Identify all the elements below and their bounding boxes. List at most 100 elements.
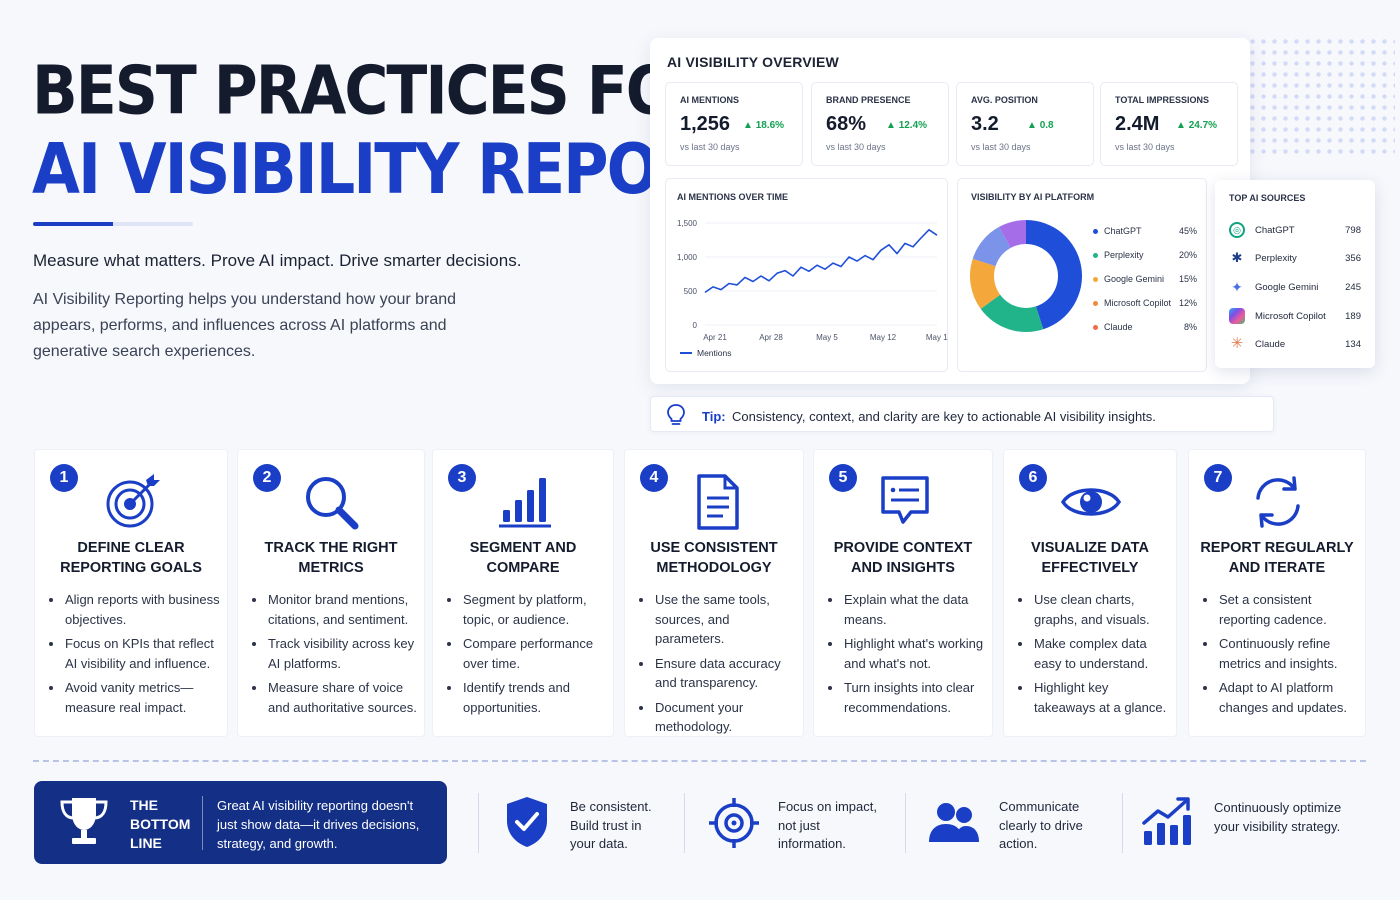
bullet: Set a consistent reporting cadence. bbox=[1203, 590, 1361, 629]
step-number: 3 bbox=[448, 464, 476, 492]
kpi-label: AI MENTIONS bbox=[680, 95, 740, 105]
bullet: Align reports with business objectives. bbox=[49, 590, 223, 629]
bullet: Compare performance over time. bbox=[447, 634, 609, 673]
kpi-change: ▲ 0.8 bbox=[1027, 120, 1054, 131]
lightbulb-icon bbox=[667, 404, 685, 425]
tip-label: Tip: bbox=[702, 409, 726, 424]
platform-donut-chart bbox=[970, 220, 1082, 332]
kpi-label: TOTAL IMPRESSIONS bbox=[1115, 95, 1210, 105]
decorative-dot-grid bbox=[1225, 36, 1395, 156]
kpi-label: AVG. POSITION bbox=[971, 95, 1038, 105]
source-row: ✦ Google Gemini 245 bbox=[1229, 279, 1361, 297]
bullet: Ensure data accuracy and transparency. bbox=[639, 654, 799, 693]
x-tick-label: May 5 bbox=[816, 333, 838, 342]
practice-card: 2 TRACK THE RIGHT METRICS Monitor brand m… bbox=[237, 449, 425, 737]
kpi-change: ▲ 24.7% bbox=[1176, 120, 1218, 131]
source-row: Microsoft Copilot 189 bbox=[1229, 308, 1361, 326]
bullet: Continuously refine metrics and insights… bbox=[1203, 634, 1361, 673]
donut-slice-chatgpt bbox=[1026, 220, 1082, 330]
step-number: 4 bbox=[640, 464, 668, 492]
mentions-line-chart: 1,500 1,000 500 0 Apr 21 Apr 28 May 5 May 12 May… bbox=[677, 219, 948, 342]
practice-card: 3 SEGMENT AND COMPARE Segment by platform… bbox=[432, 449, 614, 737]
card-bullets: Use clean charts, graphs, and visuals. M… bbox=[1018, 590, 1172, 722]
step-number: 2 bbox=[253, 464, 281, 492]
magnifier-icon bbox=[306, 477, 359, 530]
step-number: 5 bbox=[829, 464, 857, 492]
bullet: Use clean charts, graphs, and visuals. bbox=[1018, 590, 1172, 629]
bullet: Segment by platform, topic, or audience. bbox=[447, 590, 609, 629]
card-title: DEFINE CLEAR REPORTING GOALS bbox=[60, 540, 202, 576]
card-bullets: Segment by platform, topic, or audience.… bbox=[447, 590, 609, 722]
target-icon bbox=[106, 474, 160, 528]
card-title: VISUALIZE DATA EFFECTIVELY bbox=[1031, 540, 1149, 576]
kpi-subtext: vs last 30 days bbox=[826, 142, 886, 152]
donut-slice-perplexity bbox=[980, 294, 1044, 332]
pill-separator bbox=[478, 793, 479, 853]
trophy-icon bbox=[60, 798, 108, 844]
kpi-value: 68% bbox=[826, 113, 867, 135]
kpi-value: 3.2 bbox=[971, 113, 999, 135]
bullet: Focus on KPIs that reflect AI visibility… bbox=[49, 634, 223, 673]
kpi-change: ▲ 18.6% bbox=[743, 120, 785, 131]
practice-card: 6 VISUALIZE DATA EFFECTIVELY Use clean ch… bbox=[1003, 449, 1177, 737]
x-tick-label: Apr 28 bbox=[759, 333, 783, 342]
growth-chart-icon bbox=[1142, 797, 1191, 845]
kpi-subtext: vs last 30 days bbox=[1115, 142, 1175, 152]
top-sources-title: TOP AI SOURCES bbox=[1229, 193, 1306, 203]
pill-text: Be consistent. Build trust in your data. bbox=[570, 799, 652, 851]
kpi-change: ▲ 12.4% bbox=[886, 120, 928, 131]
bullet: Document your methodology. bbox=[639, 698, 799, 737]
tip-text: Consistency, context, and clarity are ke… bbox=[732, 409, 1156, 424]
x-tick-label: Apr 21 bbox=[703, 333, 727, 342]
practice-card: 4 USE CONSISTENT METHODOLOGY Use the same… bbox=[624, 449, 804, 737]
bottom-line-box bbox=[34, 781, 447, 864]
pill-separator bbox=[905, 793, 906, 853]
legend-line-swatch bbox=[680, 352, 692, 354]
bottom-line-text: Great AI visibility reporting doesn't ju… bbox=[217, 798, 420, 851]
document-icon bbox=[697, 474, 739, 530]
hero-tagline: Measure what matters. Prove AI impact. D… bbox=[33, 251, 522, 270]
bar-chart-icon bbox=[499, 478, 551, 528]
donut-slice-claude bbox=[999, 220, 1026, 248]
card-bullets: Explain what the data means. Highlight w… bbox=[828, 590, 988, 722]
kpi-subtext: vs last 30 days bbox=[971, 142, 1031, 152]
bullet: Avoid vanity metrics— measure real impac… bbox=[49, 678, 223, 717]
bottom-line-title: THE BOTTOM LINE bbox=[130, 797, 191, 851]
practice-card: 1 DEFINE CLEAR REPORTING GOALS Align repo… bbox=[34, 449, 228, 737]
bullet: Track visibility across key AI platforms… bbox=[252, 634, 420, 673]
kpi-card: BRAND PRESENCE 68% ▲ 12.4% vs last 30 da… bbox=[811, 82, 949, 166]
bullet: Highlight what's working and what's not. bbox=[828, 634, 988, 673]
shield-check-icon bbox=[507, 797, 547, 847]
bullet: Use the same tools, sources, and paramet… bbox=[639, 590, 799, 649]
card-bullets: Monitor brand mentions, citations, and s… bbox=[252, 590, 420, 722]
hero-title-line1: BEST PRACTICES FOR bbox=[32, 52, 721, 131]
card-title: PROVIDE CONTEXT AND INSIGHTS bbox=[833, 540, 973, 576]
y-tick-label: 1,500 bbox=[677, 219, 698, 228]
gemini-icon: ✦ bbox=[1231, 279, 1243, 295]
y-tick-label: 1,000 bbox=[677, 253, 698, 262]
practice-card: 5 PROVIDE CONTEXT AND INSIGHTS Explain wh… bbox=[813, 449, 993, 737]
chart-legend-label: Mentions bbox=[697, 348, 732, 358]
donut-slice-google-gemini bbox=[970, 258, 1001, 309]
source-row: ◎ ChatGPT 798 bbox=[1229, 222, 1361, 240]
platform-chart-title: VISIBILITY BY AI PLATFORM bbox=[971, 192, 1095, 202]
card-title: TRACK THE RIGHT METRICS bbox=[264, 540, 398, 576]
kpi-value: 2.4M bbox=[1115, 113, 1160, 135]
chat-bubble-icon bbox=[881, 476, 929, 524]
bullet: Adapt to AI platform changes and updates… bbox=[1203, 678, 1361, 717]
bullet: Identify trends and opportunities. bbox=[447, 678, 609, 717]
mentions-chart-panel bbox=[665, 178, 948, 372]
pill-text: Focus on impact, not just information. bbox=[778, 799, 877, 851]
refresh-icon bbox=[1256, 476, 1300, 528]
donut-slice-microsoft-copilot bbox=[972, 226, 1011, 267]
pill-text: Communicate clearly to drive action. bbox=[999, 799, 1083, 851]
card-title: REPORT REGULARLY AND ITERATE bbox=[1200, 540, 1354, 576]
pill-separator bbox=[684, 793, 685, 853]
eye-icon bbox=[1061, 488, 1121, 516]
bullet: Measure share of voice and authoritative… bbox=[252, 678, 420, 717]
bullet: Explain what the data means. bbox=[828, 590, 988, 629]
crosshair-icon bbox=[709, 798, 759, 848]
card-title: USE CONSISTENT METHODOLOGY bbox=[650, 540, 778, 576]
mentions-chart-title: AI MENTIONS OVER TIME bbox=[677, 192, 789, 202]
card-title: SEGMENT AND COMPARE bbox=[469, 540, 577, 576]
